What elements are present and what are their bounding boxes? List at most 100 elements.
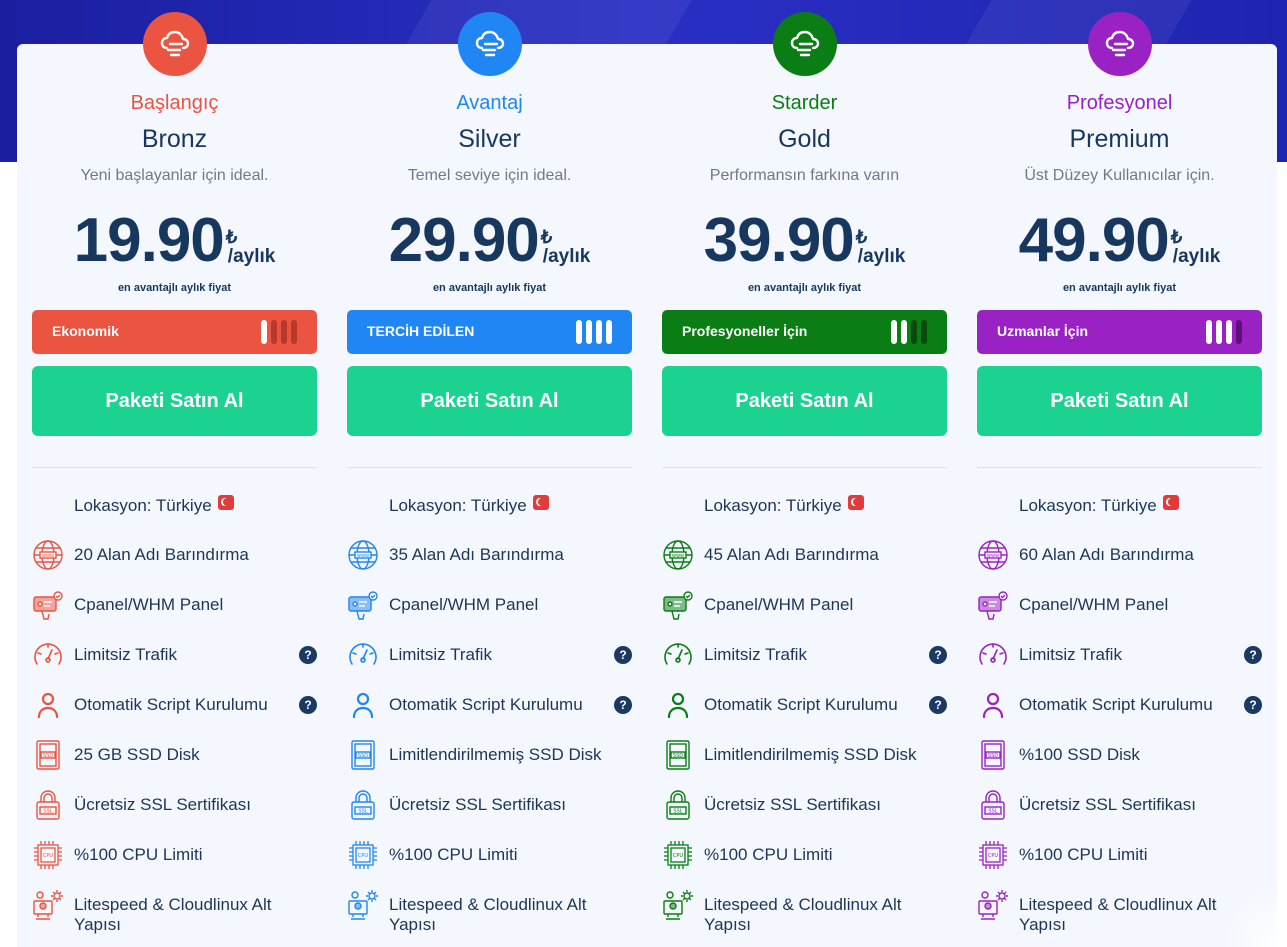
plan-description: Üst Düzey Kullanıcılar için. — [1024, 167, 1215, 184]
buy-plan-button[interactable]: Paketi Satın Al — [347, 366, 632, 436]
location-label: Lokasyon: Türkiye — [1019, 496, 1157, 515]
svg-text:SSL: SSL — [358, 809, 367, 815]
svg-text:SSD: SSD — [673, 753, 683, 759]
globe-icon: www — [662, 539, 694, 571]
currency-symbol: ₺ — [540, 227, 553, 247]
plan-card: Starder Gold Performansın farkına varın 39.… — [662, 0, 947, 947]
feature-text: 25 GB SSD Disk — [74, 745, 200, 764]
svg-text:CPU: CPU — [358, 853, 369, 859]
buy-plan-button[interactable]: Paketi Satın Al — [32, 366, 317, 436]
plan-tier: Başlangıç — [130, 92, 219, 114]
feature-text: Cpanel/WHM Panel — [1019, 595, 1169, 614]
cpu-icon: CPU — [347, 839, 379, 871]
turkey-flag-icon — [847, 495, 864, 510]
globe-icon: www — [347, 539, 379, 571]
plan-name: Bronz — [141, 125, 208, 153]
feature-text: Limitsiz Trafik — [389, 645, 492, 664]
location-label: Lokasyon: Türkiye — [74, 496, 212, 515]
price-note: en avantajlı aylık fiyat — [432, 282, 547, 294]
level-indicator — [891, 320, 927, 344]
svg-text:SSL: SSL — [673, 809, 682, 815]
panel-icon — [32, 589, 64, 621]
feature-row: Limitsiz Trafik? — [32, 637, 317, 671]
ssl-lock-icon: SSL — [977, 789, 1009, 821]
svg-text:CPU: CPU — [43, 853, 54, 859]
feature-row: SSL Ücretsiz SSL Sertifikası — [32, 787, 317, 821]
buy-plan-button[interactable]: Paketi Satın Al — [977, 366, 1262, 436]
price-amount: 49.90 — [1018, 206, 1170, 275]
help-icon[interactable]: ? — [299, 646, 317, 664]
plan-name: Premium — [1069, 125, 1170, 153]
divider — [32, 467, 317, 468]
price-amount: 29.90 — [388, 206, 540, 275]
plan-badge: Ekonomik — [32, 310, 317, 354]
user-icon — [347, 689, 379, 721]
price-amount: 39.90 — [703, 206, 855, 275]
buy-plan-button[interactable]: Paketi Satın Al — [662, 366, 947, 436]
feature-row: www 20 Alan Adı Barındırma — [32, 537, 317, 571]
feature-text: 45 Alan Adı Barındırma — [704, 545, 879, 564]
feature-row: CPU %100 CPU Limiti — [32, 837, 317, 871]
feature-row: SSL Ücretsiz SSL Sertifikası — [977, 787, 1262, 821]
speedometer-icon — [662, 639, 694, 671]
price-period: /aylık — [857, 246, 906, 267]
badge-label: Ekonomik — [52, 323, 119, 339]
plan-description: Performansın farkına varın — [709, 167, 900, 184]
location-row: Lokasyon: Türkiye — [662, 487, 947, 521]
feature-row: Cpanel/WHM Panel — [347, 587, 632, 621]
feature-text: Litespeed & Cloudlinux Alt Yapısı — [1019, 895, 1217, 934]
server-gear-icon — [977, 889, 1009, 921]
feature-text: Otomatik Script Kurulumu — [74, 695, 268, 714]
price-note: en avantajlı aylık fiyat — [1062, 282, 1177, 294]
cpu-icon: CPU — [977, 839, 1009, 871]
feature-row: Limitsiz Trafik? — [662, 637, 947, 671]
location-label: Lokasyon: Türkiye — [389, 496, 527, 515]
svg-text:CPU: CPU — [988, 853, 999, 859]
plan-price: 39.90 ₺/aylık — [662, 208, 947, 274]
feature-text: Ücretsiz SSL Sertifikası — [389, 795, 566, 814]
feature-row: Otomatik Script Kurulumu? — [347, 687, 632, 721]
feature-row: SSD 25 GB SSD Disk — [32, 737, 317, 771]
help-icon[interactable]: ? — [1244, 696, 1262, 714]
location-row: Lokasyon: Türkiye — [32, 487, 317, 521]
ssd-icon: SSD — [32, 739, 64, 771]
currency-symbol: ₺ — [1170, 227, 1183, 247]
plan-tier: Profesyonel — [1066, 92, 1173, 114]
feature-row: Limitsiz Trafik? — [347, 637, 632, 671]
level-indicator — [576, 320, 612, 344]
feature-row: SSL Ücretsiz SSL Sertifikası — [662, 787, 947, 821]
help-icon[interactable]: ? — [614, 696, 632, 714]
help-icon[interactable]: ? — [614, 646, 632, 664]
ssl-lock-icon: SSL — [32, 789, 64, 821]
feature-row: Cpanel/WHM Panel — [662, 587, 947, 621]
feature-text: 60 Alan Adı Barındırma — [1019, 545, 1194, 564]
feature-text: Litespeed & Cloudlinux Alt Yapısı — [74, 895, 272, 934]
badge-label: TERCİH EDİLEN — [367, 323, 475, 339]
location-row: Lokasyon: Türkiye — [347, 487, 632, 521]
feature-text: 20 Alan Adı Barındırma — [74, 545, 249, 564]
server-gear-icon — [662, 889, 694, 921]
feature-row: CPU %100 CPU Limiti — [347, 837, 632, 871]
feature-row: Otomatik Script Kurulumu? — [662, 687, 947, 721]
help-icon[interactable]: ? — [929, 646, 947, 664]
divider — [662, 467, 947, 468]
help-icon[interactable]: ? — [299, 696, 317, 714]
plan-price: 49.90 ₺/aylık — [977, 208, 1262, 274]
plan-tier: Starder — [771, 92, 838, 114]
help-icon[interactable]: ? — [1244, 646, 1262, 664]
svg-text:SSL: SSL — [43, 809, 52, 815]
cloud-icon — [457, 12, 522, 76]
feature-row: Otomatik Script Kurulumu? — [32, 687, 317, 721]
feature-text: Cpanel/WHM Panel — [389, 595, 539, 614]
feature-row: SSL Ücretsiz SSL Sertifikası — [347, 787, 632, 821]
feature-text: Ücretsiz SSL Sertifikası — [704, 795, 881, 814]
svg-text:SSD: SSD — [358, 753, 368, 759]
svg-text:www: www — [987, 553, 999, 559]
feature-text: Cpanel/WHM Panel — [74, 595, 224, 614]
feature-row: SSD %100 SSD Disk — [977, 737, 1262, 771]
ssd-icon: SSD — [662, 739, 694, 771]
feature-row: Litespeed & Cloudlinux Alt Yapısı — [662, 887, 947, 934]
feature-text: Limitsiz Trafik — [74, 645, 177, 664]
help-icon[interactable]: ? — [929, 696, 947, 714]
plan-badge: Uzmanlar İçin — [977, 310, 1262, 354]
